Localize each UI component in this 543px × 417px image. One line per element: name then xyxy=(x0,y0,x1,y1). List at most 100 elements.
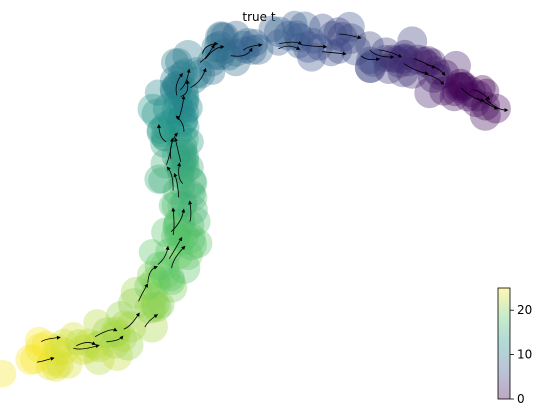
scatter-point xyxy=(147,291,175,319)
scatter-point xyxy=(232,36,260,64)
scatter-point xyxy=(414,77,445,109)
scatter-point xyxy=(158,192,186,219)
scatter-point xyxy=(309,13,337,41)
scatter-point xyxy=(448,72,477,102)
scatter-point xyxy=(42,333,71,362)
scatter-point xyxy=(101,339,133,371)
scatter-point xyxy=(146,117,177,148)
scatter-point xyxy=(42,353,70,382)
scatter-point xyxy=(150,148,181,179)
streamline-arrow xyxy=(204,44,225,60)
streamline-arrow xyxy=(138,283,149,302)
scatter-point xyxy=(391,43,418,70)
scatter-point xyxy=(141,290,170,320)
scatter-point xyxy=(393,45,424,77)
scatter-point xyxy=(150,250,180,280)
streamline-arrow xyxy=(171,245,186,269)
colorbar-tick-label: 0 xyxy=(517,392,525,406)
streamline-arrow xyxy=(36,356,55,363)
scatter-point xyxy=(391,39,418,67)
scatter-point xyxy=(168,145,200,177)
scatter-point xyxy=(35,351,65,381)
colorbar-tick: 20 xyxy=(510,303,532,317)
streamline-arrow xyxy=(180,79,190,97)
scatter-point xyxy=(166,153,196,183)
scatter-point xyxy=(469,99,501,131)
scatter-point xyxy=(176,153,204,181)
scatter-point xyxy=(144,251,174,281)
scatter-point xyxy=(49,328,78,358)
scatter-point xyxy=(161,94,193,126)
scatter-point xyxy=(326,37,353,64)
scatter-point xyxy=(15,344,46,375)
scatter-point xyxy=(24,326,54,356)
scatter-point xyxy=(178,183,208,212)
scatter-point xyxy=(305,33,333,61)
scatter-point xyxy=(151,125,178,152)
scatter-point xyxy=(38,346,68,376)
scatter-point xyxy=(155,238,183,266)
scatter-point xyxy=(167,230,194,257)
scatter-point xyxy=(163,208,195,241)
scatter-point xyxy=(461,88,491,118)
scatter-point xyxy=(445,68,475,99)
scatter-point xyxy=(150,121,180,151)
scatter-point xyxy=(439,82,469,112)
scatter-point xyxy=(335,23,367,54)
streamline-arrow xyxy=(279,40,302,45)
scatter-point xyxy=(171,85,200,114)
scatter-point xyxy=(160,48,190,77)
scatter-point xyxy=(167,103,199,135)
streamline-arrow xyxy=(378,49,403,58)
streamline-arrow xyxy=(278,45,301,50)
scatter-point xyxy=(388,44,418,74)
streamline-arrow xyxy=(170,208,186,232)
scatter-point xyxy=(265,29,292,56)
scatter-point xyxy=(83,309,111,337)
scatter-point xyxy=(409,46,438,74)
scatter-point xyxy=(327,22,358,52)
scatter-point xyxy=(169,141,200,172)
scatter-point xyxy=(172,239,203,270)
scatter-point xyxy=(162,177,190,206)
colorbar-tick-label: 10 xyxy=(517,348,532,362)
streamline-arrow xyxy=(168,236,183,260)
scatter-point xyxy=(117,288,150,320)
scatter-point xyxy=(355,31,384,60)
scatter-point xyxy=(397,26,428,57)
colorbar-gradient xyxy=(497,287,511,400)
scatter-point xyxy=(102,319,131,347)
scatter-point xyxy=(396,56,429,89)
streamline-arrow xyxy=(230,47,253,57)
streamline-arrow xyxy=(123,312,140,330)
scatter-point xyxy=(179,180,206,208)
scatter-point xyxy=(418,48,446,76)
scatter-point xyxy=(229,30,259,60)
scatter-point xyxy=(164,221,191,248)
scatter-point xyxy=(318,20,348,51)
scatter-point xyxy=(167,123,199,156)
scatter-point xyxy=(222,20,251,49)
scatter-point xyxy=(185,59,216,89)
streamline-arrow xyxy=(360,55,381,62)
streamline-arrow xyxy=(173,137,182,162)
scatter-point xyxy=(169,75,199,105)
scatter-point xyxy=(167,161,195,189)
scatter-point xyxy=(334,11,365,43)
scatter-point xyxy=(441,80,468,107)
streamline-arrow xyxy=(424,73,444,86)
scatter-point xyxy=(173,93,203,123)
scatter-point xyxy=(429,76,459,106)
scatter-point xyxy=(167,191,197,221)
streamline-arrow xyxy=(144,314,159,328)
streamline-arrow xyxy=(179,68,191,91)
scatter-point xyxy=(258,15,286,43)
scatter-point xyxy=(292,31,325,63)
scatter-point xyxy=(172,40,204,72)
scatter-point xyxy=(242,34,274,65)
scatter-point xyxy=(281,10,308,37)
streamline-arrow xyxy=(166,166,174,191)
streamline-arrow xyxy=(41,335,61,343)
scatter-point xyxy=(161,189,193,222)
streamline-arrow xyxy=(300,44,328,49)
